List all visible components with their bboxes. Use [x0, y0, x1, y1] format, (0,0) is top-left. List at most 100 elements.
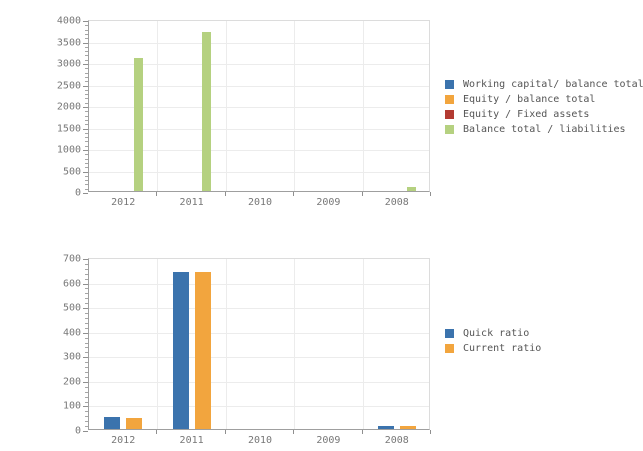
y-tick-minor [85, 298, 88, 300]
legend-swatch [445, 329, 454, 338]
legend-item: Quick ratio [445, 329, 541, 339]
plot-quick-current-ratio: 0 100 200 300 400 500 600 700 2012 2011 2010 2009 20… [63, 254, 431, 446]
y-tick-minor [85, 115, 88, 117]
y-tick-minor [85, 102, 88, 104]
y-tick-minor [85, 337, 88, 339]
y-tick-major [83, 171, 88, 173]
legend-item: Working capital/ balance total [445, 79, 643, 90]
y-tick-major [83, 64, 88, 65]
y-tick-minor [85, 352, 88, 354]
y-tick-label: 0 [74, 187, 81, 199]
y-tick-minor [85, 111, 88, 113]
x-tick [293, 430, 295, 434]
gridline-v [362, 21, 364, 191]
y-tick-minor [85, 278, 88, 280]
gridline-h [89, 381, 429, 383]
legend-item: Equity / Fixed assets [445, 109, 643, 120]
legend-item: Equity / balance total [445, 94, 643, 105]
y-tick-minor [85, 322, 88, 324]
legend-label: Equity / Fixed assets [463, 109, 590, 120]
y-tick-minor [85, 188, 88, 190]
x-tick-label: 2009 [316, 435, 341, 446]
x-tick-label: 2011 [179, 435, 204, 446]
y-tick-minor [85, 416, 88, 418]
y-tick-minor [85, 132, 88, 134]
bar-2012-series-1 [126, 417, 143, 429]
y-tick-minor [85, 376, 88, 378]
y-tick-label: 4000 [56, 15, 81, 27]
y-tick-minor [85, 124, 88, 126]
gridline-v [294, 259, 296, 429]
x-tick [156, 192, 158, 196]
gridline-h [89, 107, 429, 108]
bar-2011-series-0 [172, 271, 189, 429]
gridline-h [89, 308, 429, 310]
y-tick-minor [85, 38, 88, 40]
y-tick-minor [85, 167, 88, 169]
bar-2011-series-1 [194, 271, 211, 429]
y-tick-minor [85, 386, 88, 388]
y-tick-label: 500 [62, 166, 81, 177]
plot-balance-liabilities: 0 500 1000 1500 2000 2500 3000 3500 4000 2012 2011… [57, 16, 431, 208]
gridline-h [89, 85, 429, 87]
gridline-v [157, 21, 159, 191]
y-tick-minor [85, 426, 88, 428]
x-tick-label: 2010 [247, 197, 273, 208]
y-tick-minor [85, 347, 88, 349]
gridline-h [89, 42, 429, 44]
legend-swatch [445, 125, 454, 134]
y-tick-minor [85, 25, 88, 27]
y-tick-minor [85, 89, 88, 91]
y-tick-minor [85, 411, 88, 413]
legend-item: Current ratio [445, 344, 541, 354]
y-tick-major [83, 85, 88, 87]
bar-2008-series-0 [377, 425, 394, 429]
y-tick-minor [85, 317, 88, 319]
gridline-h [89, 150, 429, 151]
y-tick-minor [85, 72, 88, 74]
y-tick-minor [85, 76, 88, 78]
y-tick-minor [85, 288, 88, 290]
gridline-h [89, 283, 429, 285]
y-tick-label: 3500 [56, 37, 81, 48]
y-tick-minor [85, 303, 88, 305]
legend-label: Equity / balance total [463, 94, 596, 105]
y-tick-major [83, 431, 88, 432]
gridline-v [225, 21, 227, 191]
y-tick-minor [85, 154, 88, 156]
y-tick-label: 200 [62, 376, 81, 388]
x-tick [224, 192, 226, 196]
y-tick-major [83, 42, 88, 44]
y-tick-minor [85, 293, 88, 295]
y-tick-label: 500 [62, 302, 81, 314]
gridline-h [89, 406, 429, 408]
y-tick-minor [85, 137, 88, 139]
y-tick-minor [85, 362, 88, 364]
y-tick-minor [85, 327, 88, 329]
y-tick-minor [85, 342, 88, 344]
y-tick-minor [85, 184, 88, 186]
x-tick [430, 192, 431, 196]
y-tick-minor [85, 59, 88, 61]
y-tick-label: 100 [62, 400, 81, 412]
legend-quick-current-ratio: Quick ratio Current ratio [445, 329, 541, 359]
gridline-h [89, 332, 429, 334]
y-tick-minor [85, 313, 88, 315]
y-tick-minor [85, 33, 88, 35]
gridline-h [89, 128, 429, 130]
x-tick-label: 2012 [111, 197, 136, 208]
y-tick-minor [85, 372, 88, 374]
y-tick-minor [85, 263, 88, 265]
y-tick-label: 2000 [56, 101, 81, 113]
y-tick-label: 600 [62, 278, 81, 290]
y-tick-minor [85, 391, 88, 393]
bar-2008-series-1 [399, 426, 416, 429]
legend-label: Working capital/ balance total [463, 79, 643, 90]
gridline-v [362, 259, 364, 429]
y-tick-major [83, 308, 88, 310]
gridline-v [225, 259, 227, 429]
bar-2012-series-3 [133, 57, 143, 191]
x-tick [361, 192, 363, 196]
y-tick-label: 3000 [56, 58, 81, 70]
y-tick-major [83, 193, 88, 194]
